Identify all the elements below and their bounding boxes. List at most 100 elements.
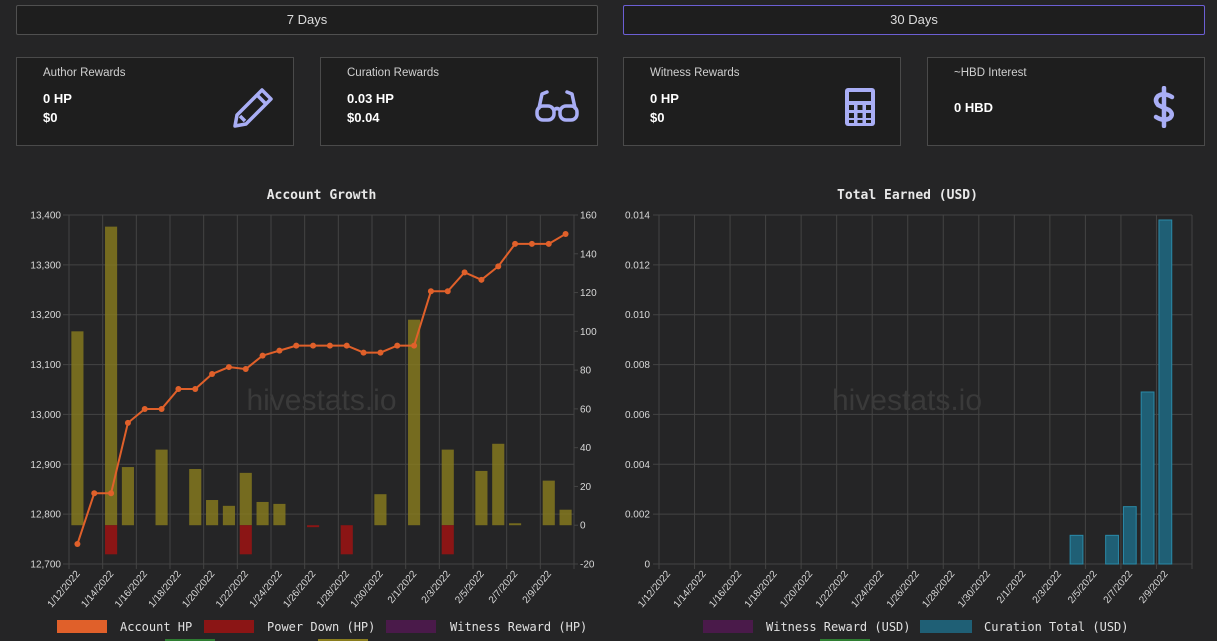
y-left-tick-label: 13,200 [30,310,61,321]
range-30-days-button[interactable]: 30 Days [623,5,1205,35]
y-left-tick-label: 13,300 [30,260,61,271]
account-hp-point [124,419,131,426]
author-reward-bar [71,331,84,526]
x-tick-label: 2/7/2022 [1102,569,1136,606]
card-usd-value: $0.04 [347,110,380,125]
account-hp-point [461,269,468,276]
power-down-bar [239,525,252,555]
x-tick-label: 2/3/2022 [420,569,454,606]
account-hp-point [74,541,81,548]
account-hp-point [545,240,552,247]
author-reward-bar [121,467,134,526]
curation-rewards-card: Curation Rewards 0.03 HP $0.04 [320,57,598,146]
account-hp-point [495,263,502,270]
power-down-bar [105,525,118,555]
account-hp-point [225,364,232,371]
curation-total-bar [1122,506,1137,565]
x-tick-label: 2/7/2022 [487,569,521,606]
y-tick-label: 0.004 [625,460,650,471]
power-down-bar [307,525,320,528]
watermark: hivestats.io [832,384,982,417]
x-tick-label: 2/9/2022 [521,569,555,606]
legend-swatch [920,620,972,633]
y-right-tick-label: 140 [580,249,597,260]
x-tick-label: 2/1/2022 [995,569,1029,606]
author-reward-bar [559,509,572,526]
y-right-tick-label: 40 [580,443,592,454]
x-tick-label: 1/16/2022 [113,569,150,610]
account-hp-point [259,352,266,359]
y-right-tick-label: 0 [580,521,586,532]
range-7-days-button[interactable]: 7 Days [16,5,598,35]
x-tick-label: 1/12/2022 [46,569,83,610]
y-left-tick-label: 12,900 [30,460,61,471]
author-reward-bar [105,226,118,526]
account-hp-point [562,230,569,237]
x-tick-label: 1/28/2022 [920,569,957,610]
y-right-tick-label: 80 [580,366,592,377]
chart-title: Total Earned (USD) [837,188,978,203]
glasses-icon [535,90,579,122]
witness-rewards-card: Witness Rewards 0 HP $0 [623,57,901,146]
account-hp-point [293,342,300,349]
card-hp-value: 0 HP [43,91,72,106]
account-hp-point [326,342,333,349]
account-hp-point [310,342,317,349]
x-tick-label: 1/12/2022 [636,569,673,610]
x-tick-label: 1/30/2022 [956,569,993,610]
pencil-icon [233,88,273,128]
total-earned-chart: Total Earned (USD) 0 0.002 0.004 0.006 0.008 0… [625,188,1193,641]
account-hp-point [512,240,519,247]
card-title: ~HBD Interest [954,67,1027,79]
y-right-tick-label: 20 [580,482,592,493]
x-tick-label: 1/26/2022 [281,569,318,610]
legend-label: Witness Reward (USD) [766,620,911,634]
author-reward-bar [542,480,555,526]
card-usd-value: $0 [43,110,58,125]
account-hp-point [91,490,98,497]
x-tick-label: 1/22/2022 [214,569,251,610]
legend-label: Curation Total (USD) [984,620,1129,634]
y-tick-label: 0.012 [625,260,650,271]
account-hp-point [411,342,418,349]
y-right-tick-label: 60 [580,404,592,415]
author-reward-bar [441,449,454,526]
x-tick-label: 2/3/2022 [1031,569,1065,606]
y-right-tick-label: 160 [580,211,597,222]
legend-swatch [57,620,107,633]
account-hp-point [444,288,451,295]
y-tick-label: 0.008 [625,360,650,371]
x-tick-label: 1/20/2022 [180,569,217,610]
curation-total-bar [1105,534,1119,565]
y-right-tick-label: 100 [580,327,597,338]
watermark: hivestats.io [246,384,396,417]
x-tick-label: 2/1/2022 [386,569,420,606]
y-left-tick-label: 12,800 [30,510,61,521]
dollar-icon [1153,86,1175,128]
account-growth-chart: Account Growth 12,700 12,800 12,900 13,000 13… [30,188,597,641]
y-tick-label: 0.010 [625,310,650,321]
card-title: Curation Rewards [347,67,440,79]
author-reward-bar [492,443,505,526]
account-hp-point [478,276,485,283]
author-reward-bar [374,494,387,526]
legend-swatch [386,620,436,633]
x-tick-label: 1/18/2022 [147,569,184,610]
card-title: Witness Rewards [650,67,740,79]
x-tick-label: 1/26/2022 [885,569,922,610]
account-hp-point [209,371,216,378]
card-hp-value: 0 HP [650,91,679,106]
author-reward-bar [475,470,488,526]
hbd-interest-card: ~HBD Interest 0 HBD [927,57,1205,146]
x-tick-label: 2/9/2022 [1137,569,1171,606]
x-tick-label: 2/5/2022 [1066,569,1100,606]
x-tick-label: 1/14/2022 [672,569,709,610]
author-reward-bar [239,472,252,526]
y-left-tick-label: 12,700 [30,560,61,571]
account-hp-point [175,386,182,393]
x-tick-label: 2/5/2022 [453,569,487,606]
y-tick-label: 0 [644,560,650,571]
x-tick-label: 1/24/2022 [248,569,285,610]
author-reward-bar [222,505,235,526]
author-reward-bar [189,468,202,526]
